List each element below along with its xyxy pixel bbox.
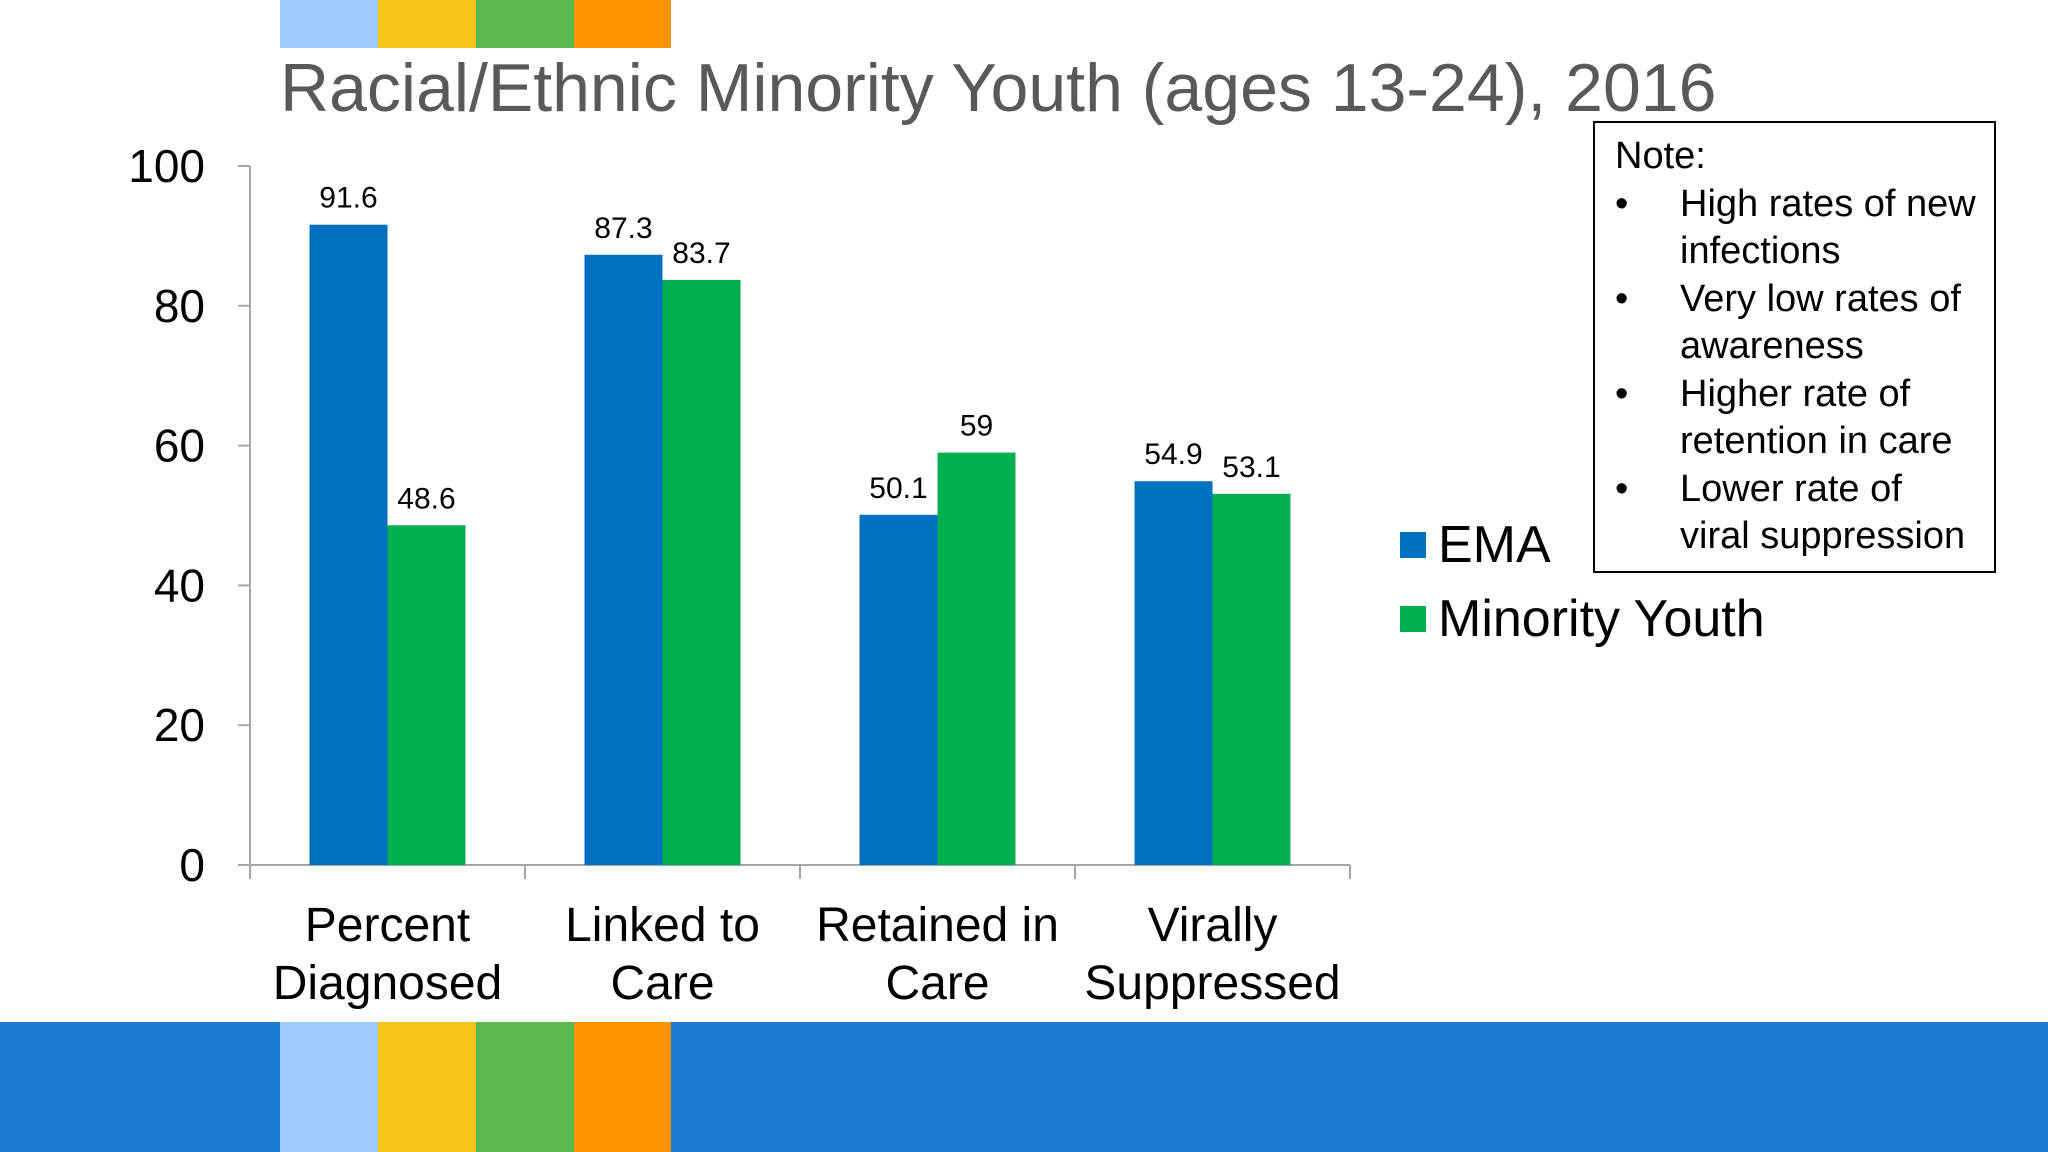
legend-item-ema: EMA xyxy=(1400,508,1765,582)
data-label: 54.9 xyxy=(1144,438,1202,471)
top-stripe-light-blue xyxy=(280,0,378,48)
y-tick-label: 0 xyxy=(179,839,205,891)
category-label: Suppressed xyxy=(1084,957,1340,1010)
footer-bar xyxy=(0,1022,2048,1152)
bar-minority-youth xyxy=(1212,493,1291,865)
category-label: Diagnosed xyxy=(273,957,503,1010)
y-tick-label: 80 xyxy=(154,280,205,332)
bullet-icon: • xyxy=(1615,467,1629,510)
category-label: Care xyxy=(885,957,989,1010)
top-stripe-orange xyxy=(574,0,671,48)
note-title: Note: xyxy=(1615,135,1706,177)
note-item-text: Very low rates of awareness xyxy=(1680,277,1961,368)
y-tick-label: 60 xyxy=(154,420,205,472)
category-label: Retained in xyxy=(816,899,1059,952)
note-item: • Lower rate of viral suppression xyxy=(1615,466,1980,561)
bar-ema xyxy=(584,254,663,865)
footer-stripe-green xyxy=(476,1022,574,1152)
data-label: 83.7 xyxy=(672,237,730,270)
category-label: Care xyxy=(610,957,714,1010)
bar-ema xyxy=(1134,481,1213,865)
note-box: Note: • High rates of new infections • V… xyxy=(1593,121,1996,573)
bar-minority-youth xyxy=(387,525,466,865)
top-stripe-yellow xyxy=(378,0,476,48)
footer-stripe-light-blue xyxy=(280,1022,378,1152)
legend-label-ema: EMA xyxy=(1438,516,1551,574)
note-item: • High rates of new infections xyxy=(1615,181,1980,276)
chart-legend: EMA Minority Youth xyxy=(1400,508,1765,656)
footer-stripe-orange xyxy=(574,1022,671,1152)
legend-swatch-ema xyxy=(1400,532,1426,558)
bar-ema xyxy=(309,224,388,865)
bullet-icon: • xyxy=(1615,277,1629,320)
bar-ema xyxy=(859,514,938,865)
note-item: • Very low rates of awareness xyxy=(1615,276,1980,371)
y-tick-label: 100 xyxy=(128,140,205,192)
page-title: Racial/Ethnic Minority Youth (ages 13-24… xyxy=(280,50,1717,126)
footer-stripe-yellow xyxy=(378,1022,476,1152)
category-label: Percent xyxy=(305,899,470,952)
category-label: Linked to xyxy=(565,899,760,952)
note-item-text: Higher rate of retention in care xyxy=(1680,372,1953,463)
y-tick-label: 20 xyxy=(154,699,205,751)
note-item: • Higher rate of retention in care xyxy=(1615,371,1980,466)
data-label: 48.6 xyxy=(397,482,455,515)
data-label: 53.1 xyxy=(1222,451,1280,484)
y-tick-label: 40 xyxy=(154,559,205,611)
data-label: 50.1 xyxy=(869,472,927,505)
note-item-text: Lower rate of viral suppression xyxy=(1680,467,1966,558)
top-stripe-green xyxy=(476,0,574,48)
bullet-icon: • xyxy=(1615,182,1629,225)
bar-minority-youth xyxy=(662,279,741,865)
bar-minority-youth xyxy=(937,452,1016,865)
data-label: 91.6 xyxy=(319,182,377,215)
legend-item-minority-youth: Minority Youth xyxy=(1400,582,1765,656)
legend-label-minority-youth: Minority Youth xyxy=(1438,590,1765,648)
legend-swatch-minority-youth xyxy=(1400,606,1426,632)
bullet-icon: • xyxy=(1615,372,1629,415)
note-item-text: High rates of new infections xyxy=(1680,182,1976,273)
data-label: 59 xyxy=(960,410,993,443)
category-label: Virally xyxy=(1148,899,1278,952)
data-label: 87.3 xyxy=(594,212,652,245)
